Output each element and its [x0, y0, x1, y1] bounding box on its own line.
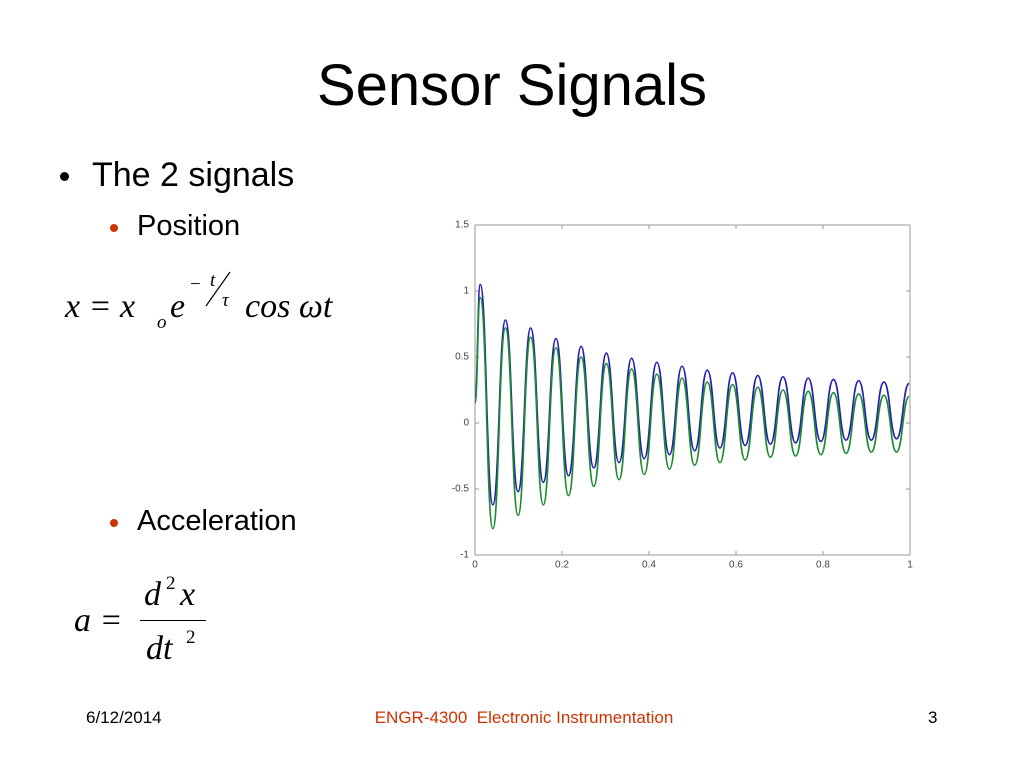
series-line: [474, 283, 910, 506]
slash: [205, 271, 231, 307]
y-tick-label: 1.5: [455, 220, 469, 231]
eq-part: e: [170, 288, 186, 325]
sub-bullet: Acceleration: [137, 505, 297, 537]
eq-part: a =: [74, 602, 123, 639]
footer-course: ENGR-4300 Electronic Instrumentation: [374, 708, 674, 727]
x-tick-label: 0.4: [642, 560, 656, 571]
y-tick-label: -1: [460, 550, 469, 561]
eq-subscript: o: [157, 312, 167, 333]
eq-part: dt: [146, 630, 173, 667]
x-tick-label: 0: [472, 560, 478, 571]
y-tick-label: 1: [463, 286, 469, 297]
eq-superscript: −: [190, 274, 201, 295]
eq-part: x: [180, 576, 196, 613]
y-tick-label: 0.5: [455, 352, 469, 363]
x-tick-label: 0.2: [555, 560, 569, 571]
eq-superscript: t: [210, 270, 216, 291]
x-tick-label: 0.8: [816, 560, 830, 571]
sub-bullet: Position: [137, 210, 241, 242]
eq-superscript: 2: [166, 573, 176, 594]
plot-frame: [474, 224, 911, 556]
series-line: [474, 296, 910, 530]
eq-superscript: τ: [222, 290, 229, 311]
eq-superscript: 2: [186, 627, 196, 648]
eq-part: x = x: [65, 288, 136, 325]
slide-title: Sensor Signals: [316, 53, 708, 118]
eq-part: cos ωt: [245, 288, 333, 325]
y-tick-label: -0.5: [452, 484, 470, 495]
fraction-bar: [140, 620, 206, 621]
bullet: The 2 signals: [92, 156, 295, 194]
bullet-dot: [110, 519, 118, 527]
x-tick-label: 0.6: [729, 560, 743, 571]
footer-page: 3: [928, 708, 938, 727]
bullet-dot: [60, 172, 69, 181]
eq-part: d: [144, 576, 161, 613]
footer-date: 6/12/2014: [86, 708, 162, 727]
bullet-dot: [110, 224, 118, 232]
x-tick-label: 1: [907, 560, 913, 571]
y-tick-label: 0: [463, 418, 469, 429]
